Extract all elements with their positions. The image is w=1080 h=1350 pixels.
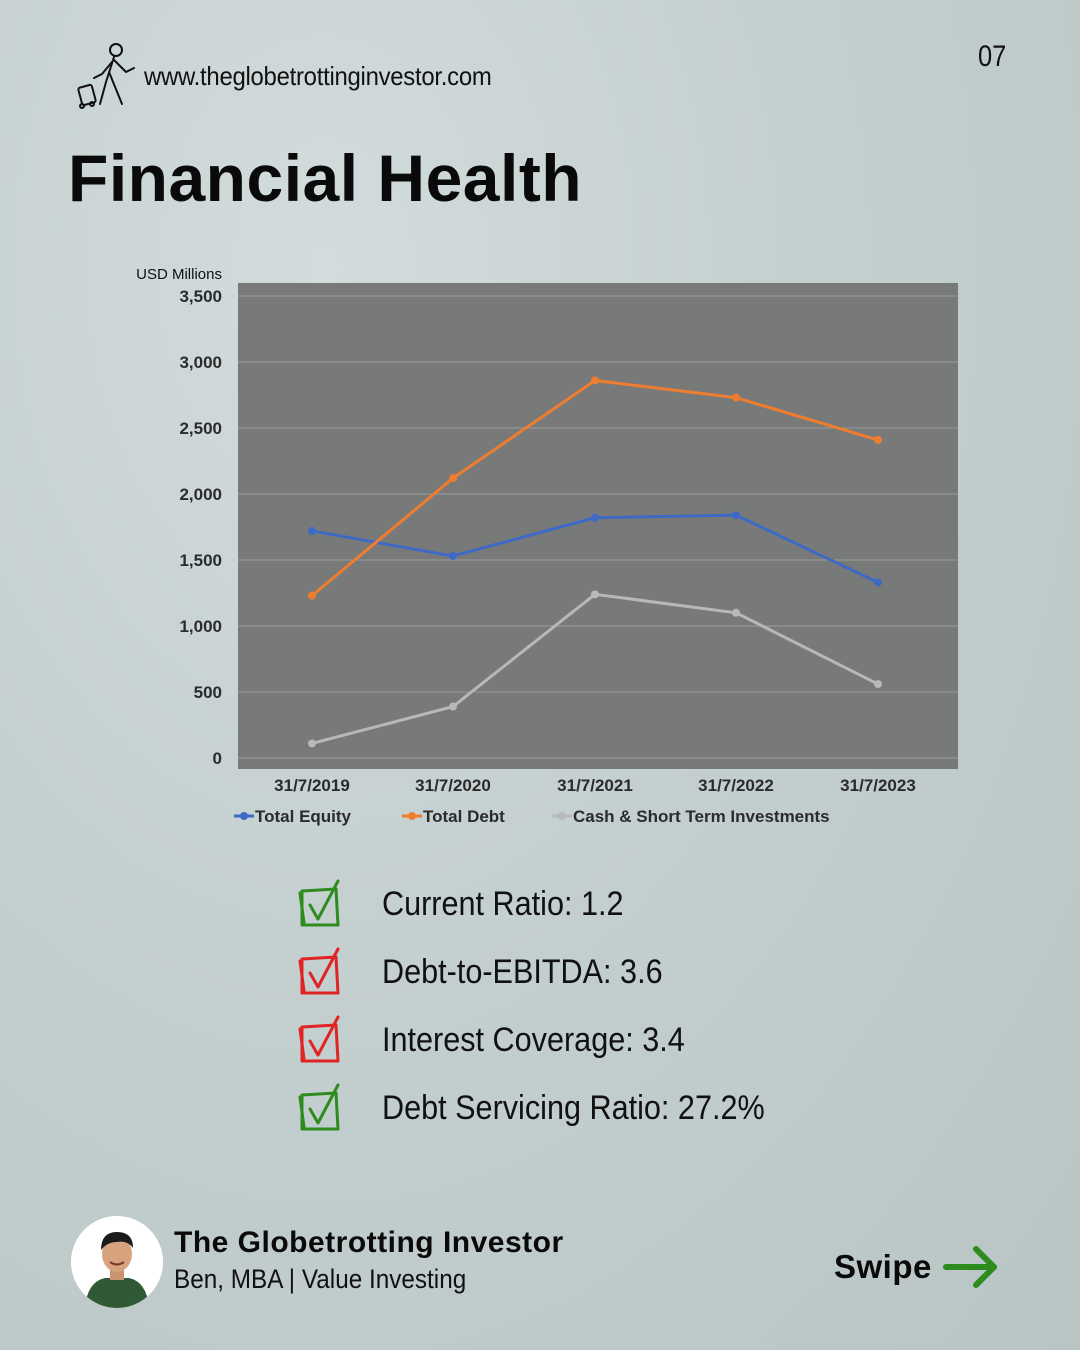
- y-tick-label: 3,000: [179, 353, 222, 372]
- data-point: [591, 513, 599, 522]
- brand-subtitle: Ben, MBA | Value Investing: [174, 1264, 467, 1294]
- legend-label: Total Equity: [255, 807, 352, 826]
- legend-marker: [240, 812, 248, 820]
- legend-label: Cash & Short Term Investments: [573, 807, 830, 826]
- x-tick-label: 31/7/2019: [274, 776, 350, 795]
- data-point: [874, 578, 882, 587]
- metric-row: Current Ratio: 1.2: [296, 870, 807, 938]
- metrics-checklist: Current Ratio: 1.2 Debt-to-EBITDA: 3.6 Int…: [296, 870, 807, 1142]
- checkbox-checked-icon: [296, 947, 362, 997]
- page-number: 07: [978, 40, 1007, 73]
- y-tick-label: 500: [194, 683, 222, 702]
- financial-health-chart: 0 500 1,000 1,500 2,000 2,500 3,000 3,500 USD Mi…: [136, 266, 958, 826]
- y-tick-label: 0: [213, 749, 222, 768]
- y-tick-label: 1,000: [179, 617, 222, 636]
- checkbox-checked-icon: [296, 879, 362, 929]
- metric-row: Interest Coverage: 3.4: [296, 1006, 807, 1074]
- metric-label: Interest Coverage: 3.4: [382, 1020, 685, 1059]
- page-title: Financial Health: [68, 141, 583, 215]
- metric-label: Debt Servicing Ratio: 27.2%: [382, 1088, 765, 1127]
- y-tick-label: 1,500: [179, 551, 222, 570]
- swipe-button[interactable]: Swipe: [834, 1242, 1002, 1292]
- person-avatar-icon: [71, 1216, 163, 1308]
- legend-marker: [408, 812, 416, 820]
- plot-area: [238, 283, 958, 769]
- legend-marker: [558, 812, 566, 820]
- data-point: [449, 474, 457, 483]
- legend-label: Total Debt: [423, 807, 505, 826]
- data-point: [449, 552, 457, 561]
- metric-row: Debt Servicing Ratio: 27.2%: [296, 1074, 807, 1142]
- checkbox-checked-icon: [296, 1083, 362, 1133]
- brand-name: The Globetrotting Investor: [174, 1226, 564, 1259]
- arrow-right-icon: [942, 1246, 997, 1288]
- data-point: [732, 608, 740, 617]
- data-point: [874, 435, 882, 444]
- metric-label: Current Ratio: 1.2: [382, 884, 624, 923]
- y-tick-label: 2,000: [179, 485, 222, 504]
- data-point: [308, 591, 316, 600]
- y-tick-label: 3,500: [179, 287, 222, 306]
- website-header: www.theglobetrottinginvestor.com: [76, 42, 522, 110]
- data-point: [591, 590, 599, 599]
- x-tick-label: 31/7/2021: [557, 776, 633, 795]
- x-tick-label: 31/7/2023: [840, 776, 916, 795]
- data-point: [308, 739, 316, 748]
- y-tick-label: 2,500: [179, 419, 222, 438]
- data-point: [732, 393, 740, 402]
- checkbox-checked-icon: [296, 1015, 362, 1065]
- metric-row: Debt-to-EBITDA: 3.6: [296, 938, 807, 1006]
- metric-label: Debt-to-EBITDA: 3.6: [382, 952, 663, 991]
- x-tick-label: 31/7/2020: [415, 776, 491, 795]
- traveler-logo-icon: [77, 43, 135, 109]
- data-point: [732, 511, 740, 520]
- data-point: [874, 680, 882, 689]
- data-point: [449, 702, 457, 711]
- data-point: [308, 526, 316, 535]
- y-axis-label: USD Millions: [136, 266, 222, 283]
- avatar: [71, 1216, 163, 1308]
- website-url[interactable]: www.theglobetrottinginvestor.com: [144, 60, 492, 91]
- x-tick-label: 31/7/2022: [698, 776, 774, 795]
- data-point: [591, 376, 599, 385]
- swipe-label: Swipe: [834, 1248, 932, 1285]
